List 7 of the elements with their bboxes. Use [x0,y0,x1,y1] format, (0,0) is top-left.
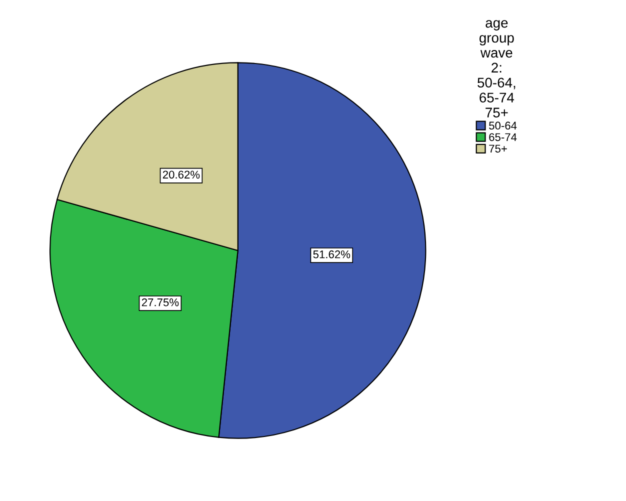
data-label: 20.62% [162,170,200,179]
legend-title: age group wave 2: 50-64, 65-74 75+ [478,20,516,118]
data-label: 27.75% [142,298,179,306]
legend-label: 65-74 [489,133,517,142]
legend-label: 50-64 [489,122,517,130]
data-label: 51.62% [313,250,350,258]
legend-label: 75+ [489,144,507,153]
